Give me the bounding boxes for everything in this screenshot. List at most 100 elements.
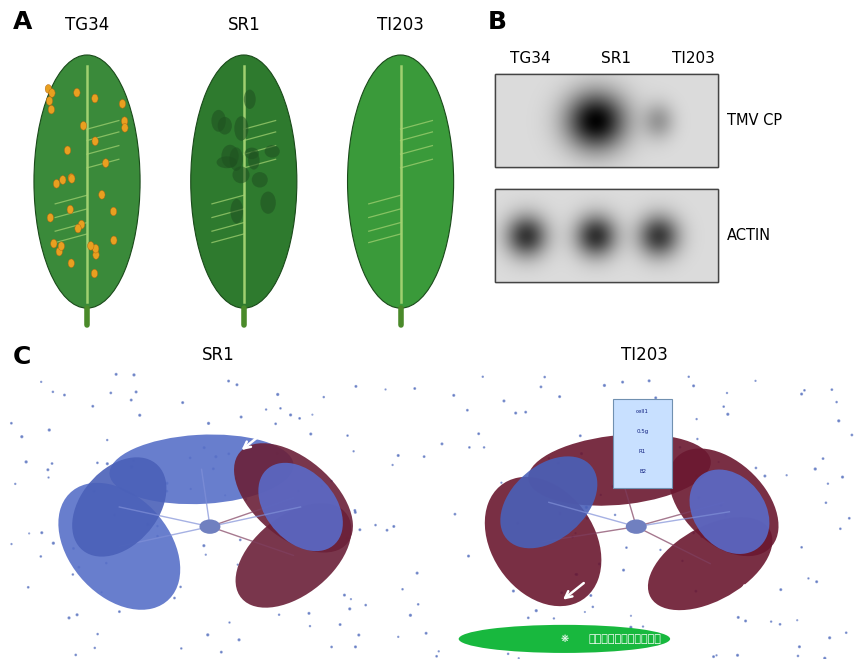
Ellipse shape (60, 176, 66, 184)
Point (4, 418, 18, 429)
Ellipse shape (235, 116, 249, 140)
Point (127, 456, 141, 466)
Point (197, 541, 211, 551)
Point (653, 545, 667, 555)
Point (552, 391, 566, 402)
Point (341, 430, 355, 441)
Point (41, 472, 55, 483)
Point (229, 473, 243, 484)
Point (268, 418, 282, 429)
Point (447, 390, 461, 401)
Point (821, 478, 835, 489)
Text: SR1: SR1 (202, 346, 235, 364)
Point (4, 539, 18, 549)
Point (66, 569, 79, 580)
Point (239, 494, 253, 504)
Point (206, 464, 220, 474)
Point (682, 371, 696, 382)
Point (410, 568, 424, 579)
Point (347, 446, 361, 457)
Point (832, 415, 846, 426)
Point (230, 559, 244, 570)
Ellipse shape (244, 90, 255, 109)
Point (575, 448, 589, 459)
Point (270, 448, 284, 459)
Point (349, 642, 362, 652)
Point (542, 453, 556, 464)
Circle shape (458, 625, 670, 653)
Point (70, 609, 84, 620)
Ellipse shape (48, 105, 54, 114)
Ellipse shape (501, 456, 597, 549)
Point (519, 407, 532, 417)
Ellipse shape (68, 173, 74, 182)
Point (42, 425, 56, 436)
Bar (494, 189, 718, 282)
Point (272, 609, 286, 620)
Point (314, 534, 328, 545)
Point (62, 613, 76, 624)
Point (198, 549, 212, 560)
Point (476, 371, 489, 382)
Point (417, 452, 431, 462)
Point (340, 533, 354, 544)
Point (653, 398, 667, 409)
Point (712, 457, 726, 468)
Point (233, 535, 247, 545)
Point (349, 507, 362, 518)
Point (845, 429, 859, 440)
Point (791, 650, 805, 661)
Ellipse shape (88, 242, 94, 250)
Point (46, 387, 60, 397)
Point (284, 409, 298, 420)
Point (435, 439, 449, 450)
Point (791, 615, 804, 626)
Point (404, 610, 418, 621)
Point (232, 634, 246, 645)
Point (509, 407, 523, 418)
Ellipse shape (69, 175, 75, 183)
Point (842, 513, 856, 524)
Point (259, 404, 273, 415)
Ellipse shape (191, 55, 297, 308)
Point (795, 389, 809, 399)
Ellipse shape (45, 84, 52, 93)
Point (214, 647, 228, 658)
Point (802, 573, 816, 584)
Point (691, 492, 705, 503)
Point (580, 513, 594, 524)
Ellipse shape (79, 220, 85, 229)
Point (419, 628, 433, 639)
Point (606, 481, 620, 492)
Point (343, 603, 356, 614)
Point (642, 375, 656, 386)
Point (302, 608, 316, 619)
Ellipse shape (348, 55, 454, 308)
Point (22, 582, 35, 593)
Ellipse shape (48, 89, 55, 98)
Bar (494, 189, 718, 282)
Point (87, 486, 101, 496)
Point (108, 510, 122, 520)
Point (721, 409, 734, 419)
Point (825, 384, 839, 395)
Ellipse shape (47, 213, 54, 222)
Point (551, 458, 565, 468)
Point (99, 558, 113, 569)
Point (218, 490, 232, 500)
Text: ❋: ❋ (560, 634, 569, 644)
Point (274, 403, 287, 413)
Text: TI203: TI203 (672, 52, 715, 66)
Text: TG34: TG34 (510, 52, 551, 66)
Point (511, 518, 525, 529)
Point (234, 411, 248, 422)
Ellipse shape (92, 244, 99, 253)
Point (628, 631, 642, 642)
Point (41, 464, 54, 475)
Point (795, 542, 809, 553)
Point (655, 415, 669, 426)
Point (463, 632, 477, 642)
Ellipse shape (528, 434, 711, 506)
Point (709, 650, 723, 661)
Ellipse shape (80, 122, 86, 130)
